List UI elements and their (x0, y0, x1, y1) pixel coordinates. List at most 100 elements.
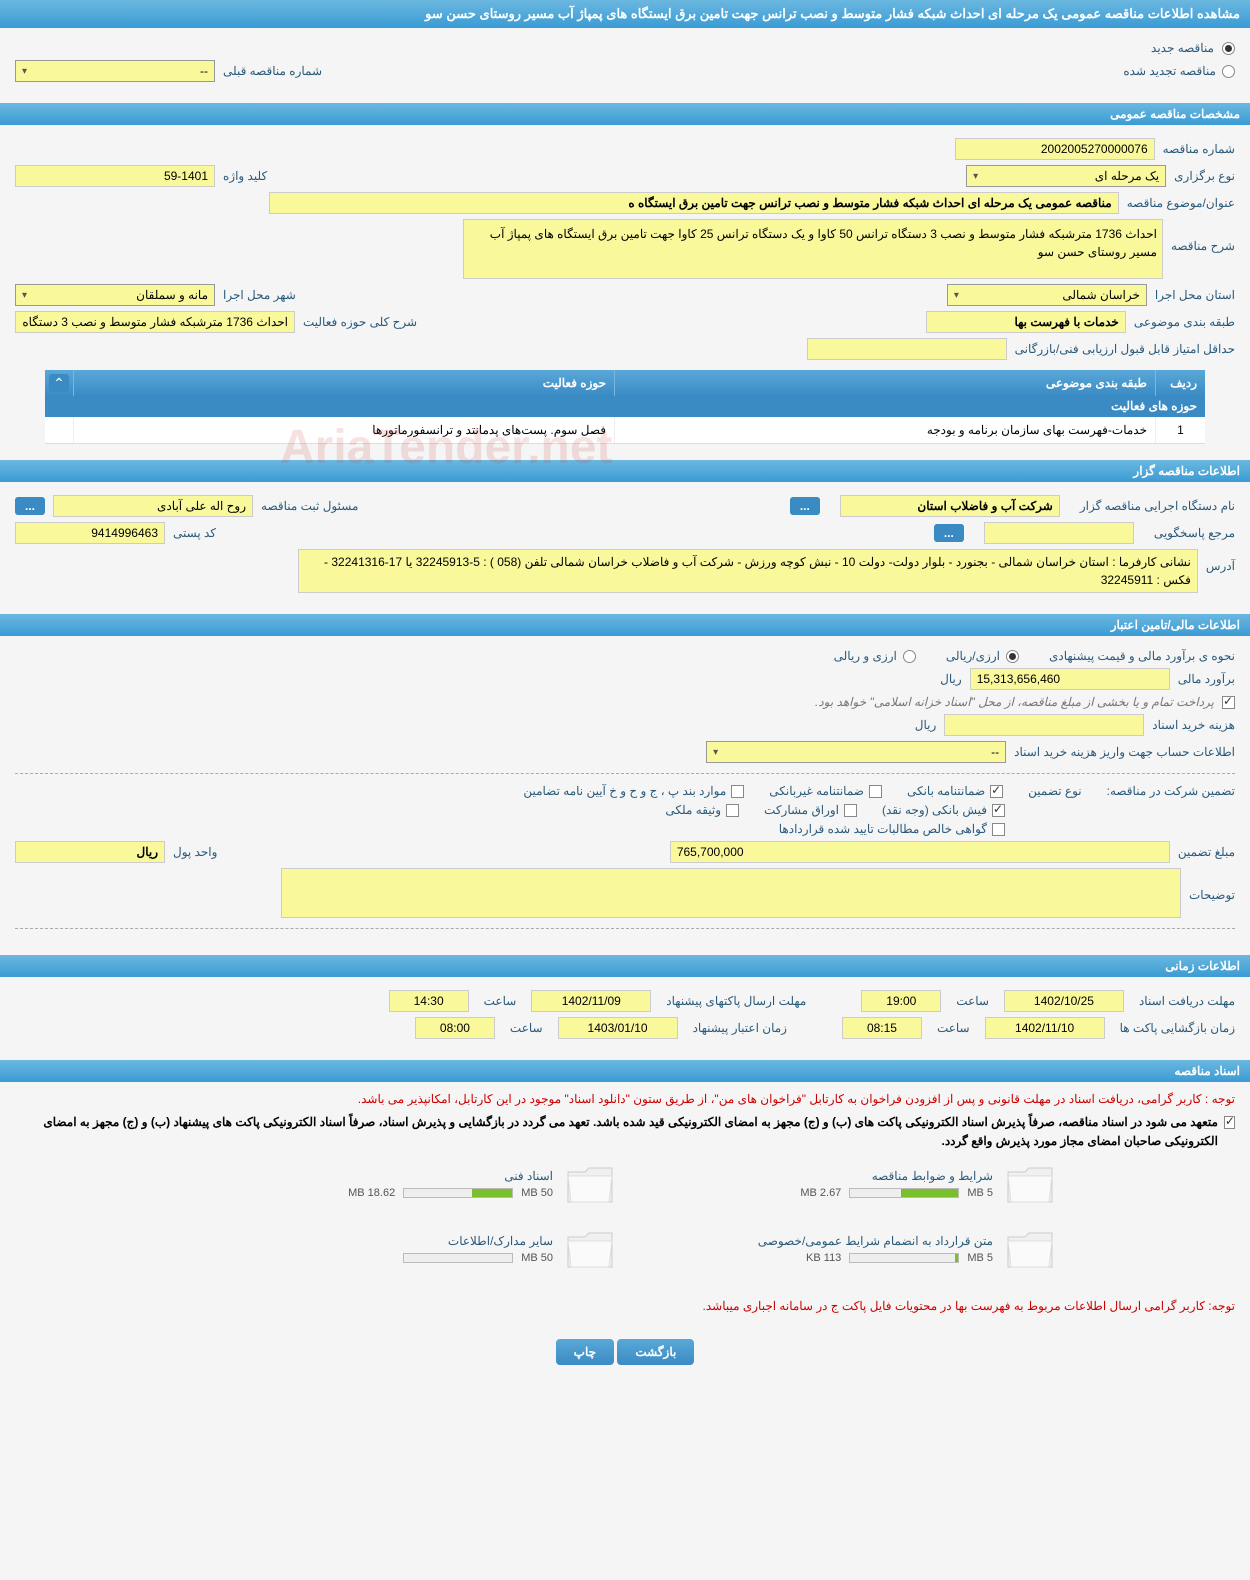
label-validity-time: ساعت (510, 1021, 543, 1035)
divider (15, 773, 1235, 774)
page-title-header: مشاهده اطلاعات مناقصه عمومی یک مرحله ای … (0, 0, 1250, 28)
field-send-time[interactable]: 14:30 (389, 990, 469, 1012)
progress-bar (403, 1253, 513, 1263)
field-address[interactable]: نشانی کارفرما : استان خراسان شمالی - بجن… (298, 549, 1198, 593)
label-tender-new: مناقصه جدید (1151, 41, 1214, 55)
section-documents: اسناد مناقصه (0, 1060, 1250, 1082)
field-registrar: روح اله علی آبادی (53, 495, 253, 517)
label-account-info: اطلاعات حساب جهت واریز هزینه خرید اسناد (1014, 745, 1235, 759)
collapse-icon[interactable]: ⌃ (49, 374, 69, 392)
field-tender-number: 2002005270000076 (955, 138, 1155, 160)
radio-method1[interactable] (1006, 650, 1019, 663)
lbl-bank-guarantee: ضمانتنامه بانکی (907, 784, 985, 798)
checkbox-treasury[interactable] (1222, 696, 1235, 709)
file-size: 2.67 MB (800, 1187, 841, 1199)
th-row: ردیف (1155, 370, 1205, 396)
label-guarantee-type: نوع تضمین (1028, 784, 1081, 798)
field-receive-date[interactable]: 1402/10/25 (1004, 990, 1124, 1012)
lookup-responder-button[interactable]: ... (934, 524, 964, 542)
lbl-nonbank: ضمانتنامه غیربانکی (769, 784, 864, 798)
chk-securities[interactable] (844, 804, 857, 817)
radio-method2[interactable] (903, 650, 916, 663)
field-unit: ریال (15, 841, 165, 863)
label-desc: شرح مناقصه (1171, 219, 1235, 253)
chevron-down-icon: ▾ (713, 747, 718, 758)
lbl-property: وثیقه ملکی (665, 803, 721, 817)
label-holding-type: نوع برگزاری (1174, 169, 1235, 183)
section-organizer: اطلاعات مناقصه گزار (0, 460, 1250, 482)
field-estimate[interactable]: 15,313,656,460 (970, 668, 1170, 690)
select-account-info[interactable]: -- ▾ (706, 741, 1006, 763)
label-min-score: حداقل امتیاز قابل قبول ارزیابی فنی/بازرگ… (1015, 342, 1235, 356)
label-method1: ارزی/ریالی (946, 649, 1000, 663)
chk-bank-guarantee[interactable] (990, 785, 1003, 798)
chevron-down-icon: ▾ (954, 290, 959, 301)
docs-note2: متعهد می شود در اسناد مناقصه، صرفاً پذیر… (15, 1113, 1218, 1151)
select-city[interactable]: مانه و سملقان ▾ (15, 284, 215, 306)
label-receive-time: ساعت (956, 994, 989, 1008)
file-title: شرایط و ضوابط مناقصه (635, 1169, 993, 1183)
print-button[interactable]: چاپ (556, 1339, 614, 1365)
label-unit: واحد پول (173, 845, 217, 859)
file-quota: 50 MB (521, 1187, 553, 1199)
file-title: سایر مدارک/اطلاعات (195, 1234, 553, 1248)
field-desc[interactable]: احداث 1736 مترشبکه فشار متوسط و نصب 3 دس… (463, 219, 1163, 279)
cell-field: فصل سوم. پست‌های ‌پدمانتد و ترانسفورماتو… (73, 417, 614, 443)
field-receive-time[interactable]: 19:00 (861, 990, 941, 1012)
field-responder[interactable] (984, 522, 1134, 544)
file-size: 113 KB (806, 1252, 841, 1264)
back-button[interactable]: بازگشت (617, 1339, 694, 1365)
file-item[interactable]: متن قرارداد به انضمام شرایط عمومی/خصوصی5… (635, 1227, 1055, 1272)
radio-tender-new[interactable] (1222, 42, 1235, 55)
progress-bar (403, 1188, 513, 1198)
field-notes[interactable] (281, 868, 1181, 918)
field-guarantee-amount[interactable]: 765,700,000 (670, 841, 1170, 863)
folder-icon (565, 1227, 615, 1272)
lookup-exec-button[interactable]: ... (790, 497, 820, 515)
section-timing: اطلاعات زمانی (0, 955, 1250, 977)
folder-icon (1005, 1162, 1055, 1207)
field-validity-time[interactable]: 08:00 (415, 1017, 495, 1039)
select-prev-number[interactable]: -- ▾ (15, 60, 215, 82)
field-title[interactable]: مناقصه عمومی یک مرحله ای احداث شبکه فشار… (269, 192, 1119, 214)
chk-nonbank[interactable] (869, 785, 882, 798)
field-send-date[interactable]: 1402/11/09 (531, 990, 651, 1012)
field-postal[interactable]: 9414996463 (15, 522, 165, 544)
field-doc-fee[interactable] (944, 714, 1144, 736)
select-province[interactable]: خراسان شمالی ▾ (947, 284, 1147, 306)
chk-clauses[interactable] (731, 785, 744, 798)
field-open-time[interactable]: 08:15 (842, 1017, 922, 1039)
select-holding-type[interactable]: یک مرحله ای ▾ (966, 165, 1166, 187)
checkbox-commitment[interactable] (1224, 1116, 1235, 1129)
chk-receivables[interactable] (992, 823, 1005, 836)
file-item[interactable]: شرایط و ضوابط مناقصه5 MB2.67 MB (635, 1162, 1055, 1207)
field-open-date[interactable]: 1402/11/10 (985, 1017, 1105, 1039)
file-title: اسناد فنی (195, 1169, 553, 1183)
field-min-score[interactable] (807, 338, 1007, 360)
label-validity: زمان اعتبار پیشنهاد (693, 1021, 787, 1035)
label-method2: ارزی و ریالی (834, 649, 897, 663)
label-registrar: مسئول ثبت مناقصه (261, 499, 358, 513)
file-quota: 50 MB (521, 1252, 553, 1264)
field-keyword[interactable]: 59-1401 (15, 165, 215, 187)
label-estimate: برآورد مالی (1178, 672, 1235, 686)
label-address: آدرس (1206, 549, 1235, 573)
folder-icon (1005, 1227, 1055, 1272)
chevron-down-icon: ▾ (22, 66, 27, 77)
field-category: خدمات با فهرست بها (926, 311, 1126, 333)
section-general: مشخصات مناقصه عمومی (0, 103, 1250, 125)
label-open-time: ساعت (937, 1021, 970, 1035)
label-responder: مرجع پاسخگویی (1154, 526, 1235, 540)
file-item[interactable]: اسناد فنی 50 MB 18.62 MB (195, 1162, 615, 1207)
chk-receipt[interactable] (992, 804, 1005, 817)
lookup-registrar-button[interactable]: ... (15, 497, 45, 515)
field-validity-date[interactable]: 1403/01/10 (558, 1017, 678, 1039)
chk-property[interactable] (726, 804, 739, 817)
file-size: 18.62 MB (348, 1187, 395, 1199)
cell-row: 1 (1155, 417, 1205, 443)
radio-tender-renewed[interactable] (1222, 65, 1235, 78)
file-item[interactable]: سایر مدارک/اطلاعات 50 MB (195, 1227, 615, 1272)
lbl-securities: اوراق مشارکت (764, 803, 839, 817)
label-open: زمان بازگشایی پاکت ها (1120, 1021, 1235, 1035)
file-quota: 5 MB (967, 1252, 993, 1264)
